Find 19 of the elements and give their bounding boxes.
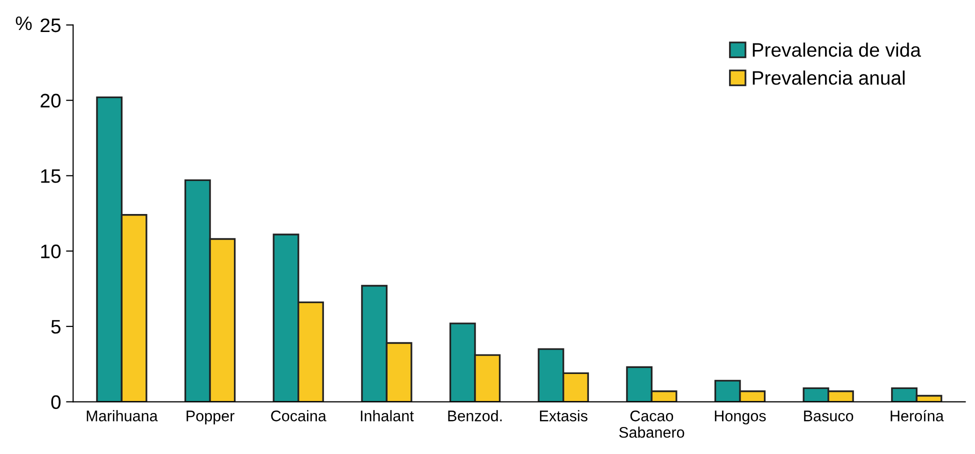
y-tick-label: 10 — [41, 244, 61, 258]
y-tick-label: 25 — [40, 18, 61, 32]
x-tick-label: Basuco — [804, 410, 854, 422]
y-axis-title: % — [16, 16, 32, 30]
x-tick-label: Cocaina — [271, 410, 326, 422]
x-tick-label: Marihuana — [86, 410, 158, 422]
x-tick-label: Hongos — [714, 410, 766, 424]
x-tick-label: Cacao Sabanero — [619, 410, 684, 438]
y-tick-label: 0 — [51, 395, 61, 410]
y-tick-label: 20 — [40, 94, 61, 108]
x-tick-label: Extasis — [540, 410, 588, 422]
legend-label: Prevalencia de vida — [752, 42, 921, 57]
x-tick-label: Inhalant — [360, 410, 414, 422]
x-tick-label: Heroína — [890, 410, 944, 422]
x-tick-label: Popper — [186, 410, 234, 424]
y-tick-label: 5 — [51, 320, 61, 334]
legend-label: Prevalencia anual — [752, 70, 905, 85]
x-tick-label: Benzod. — [448, 410, 502, 422]
y-tick-label: 15 — [41, 169, 61, 183]
